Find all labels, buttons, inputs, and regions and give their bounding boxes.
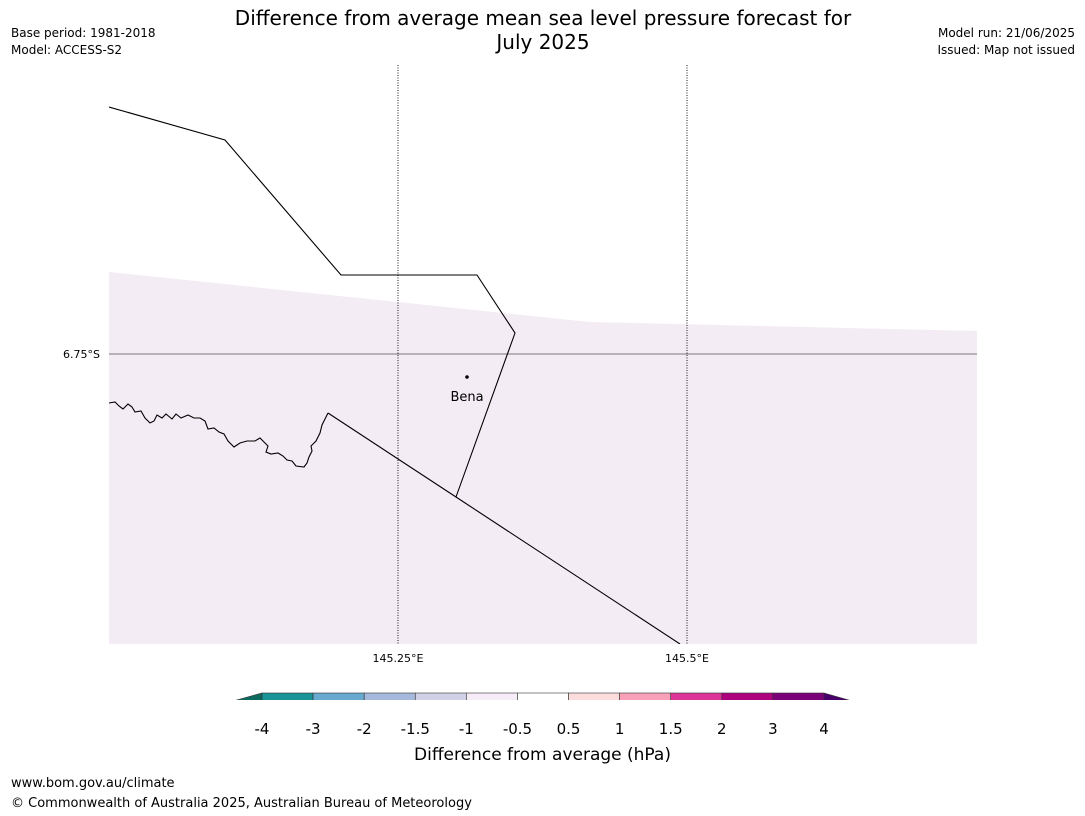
colorbar-tick-label: -4 — [254, 720, 270, 738]
lat-label-6-75: 6.75°S — [63, 348, 100, 361]
model-label: Model: ACCESS-S2 — [11, 43, 123, 57]
colorbar-segment — [363, 692, 416, 700]
colorbar-segment — [670, 692, 723, 700]
footer-copyright: © Commonwealth of Australia 2025, Austra… — [11, 796, 472, 811]
river-boundary — [109, 401, 329, 468]
title-line-2: July 2025 — [496, 30, 590, 54]
footer-url: www.bom.gov.au/climate — [11, 776, 175, 791]
model-run-label: Model run: 21/06/2025 — [937, 26, 1075, 40]
colorbar-segment — [312, 692, 365, 700]
map: Bena 6.75°S 145.25°E 145.5°E — [63, 65, 977, 700]
title-line-1: Difference from average mean sea level p… — [234, 6, 852, 30]
colorbar-tick-label: -0.5 — [502, 720, 533, 738]
colorbar-tick-label: -1 — [458, 720, 474, 738]
colorbar-tick-label: 1 — [614, 720, 625, 738]
colorbar-tick-label: 2 — [717, 720, 727, 738]
colorbar-segment — [414, 692, 467, 700]
province-border-line-south — [327, 412, 681, 644]
colorbar-title: Difference from average (hPa) — [414, 745, 671, 765]
bena-marker — [465, 375, 469, 379]
colorbar-tick-label: -2 — [356, 720, 372, 738]
colorbar-segment — [261, 692, 314, 700]
issued-label: Issued: Map not issued — [937, 43, 1075, 57]
lon-label-145-25: 145.25°E — [373, 652, 424, 665]
colorbar-tick-label: 4 — [819, 720, 829, 738]
colorbar-segment — [568, 692, 620, 700]
colorbar-segment — [619, 692, 672, 700]
metadata-right: Model run: 21/06/2025 Issued: Map not is… — [937, 25, 1075, 59]
colorbar-segment — [466, 692, 518, 700]
metadata-left: Base period: 1981-2018 Model: ACCESS-S2 — [11, 25, 156, 59]
footer: www.bom.gov.au/climate © Commonwealth of… — [11, 774, 472, 814]
colorbar-tick-label: -3 — [305, 720, 321, 738]
map-panel — [109, 65, 977, 644]
lon-label-145-5: 145.5°E — [665, 652, 709, 665]
colorbar-segment — [721, 692, 774, 700]
pressure-anomaly-shading — [109, 272, 977, 644]
colorbar — [235, 692, 850, 700]
colorbar-segment — [772, 692, 825, 700]
colorbar-tick-label: -1.5 — [400, 720, 430, 738]
base-period-label: Base period: 1981-2018 — [11, 26, 156, 40]
page-title: Difference from average mean sea level p… — [193, 6, 893, 54]
colorbar-extend-low — [235, 692, 263, 700]
colorbar-tick-label: 3 — [768, 720, 778, 738]
bena-label: Bena — [450, 390, 483, 405]
colorbar-tick-labels: -4 -3 -2 -1.5 -1 -0.5 0.5 1 1.5 2 3 4 — [0, 720, 1085, 740]
colorbar-tick-label: 0.5 — [556, 720, 581, 738]
colorbar-extend-high — [823, 692, 850, 700]
colorbar-segment — [517, 692, 569, 700]
province-border-line — [109, 106, 516, 498]
colorbar-tick-label: 1.5 — [658, 720, 683, 738]
